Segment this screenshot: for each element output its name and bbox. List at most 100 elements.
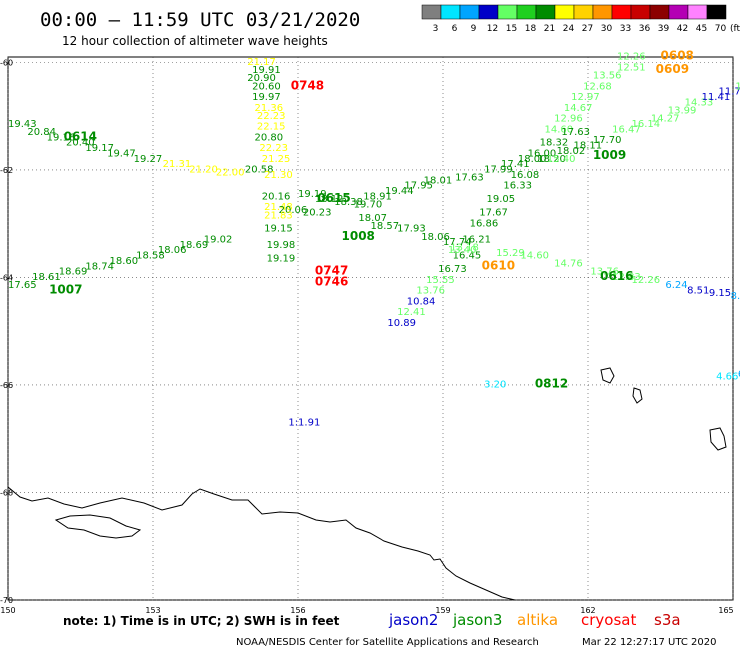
colorbar-value: 24 (563, 24, 575, 34)
wave-height-value: 13.40 (448, 245, 477, 256)
colorbar-value: 6 (452, 24, 458, 34)
wave-height-value: 18.32 (540, 138, 569, 149)
longitude-label: 150 (0, 606, 15, 615)
colorbar-swatch (630, 4, 651, 20)
colorbar-swatch (706, 4, 727, 20)
wave-height-value: 12.96 (554, 114, 583, 125)
wave-height-value: 9.15 (709, 288, 731, 299)
colorbar-value: 36 (639, 24, 651, 34)
colorbar-value: 18 (525, 24, 537, 34)
wave-height-value: 22.00 (216, 167, 245, 178)
wave-height-value: 18.12 (315, 194, 344, 205)
wave-height-value: 21.30 (264, 170, 293, 181)
wave-height-value: 6.24 (665, 280, 687, 291)
wave-height-value: 22.23 (257, 111, 286, 122)
wave-height-value: 22.15 (257, 122, 286, 133)
pass-time-label: 0747 (315, 264, 348, 278)
wave-height-value: 17.70 (593, 135, 622, 146)
colorbar-swatch (611, 4, 632, 20)
wave-height-value: 19.17 (85, 143, 114, 154)
wave-height-value: 12.83 (612, 272, 641, 283)
pass-time-label: 1007 (49, 283, 82, 297)
satellite-legend-jason2: jason2 (388, 611, 438, 629)
wave-height-value: 18.06 (421, 232, 450, 243)
colorbar-swatch (459, 4, 480, 20)
wave-height-value: 17.93 (397, 224, 426, 235)
wave-height-value: 17.63 (455, 173, 484, 184)
wave-height-value: 18.00 (518, 154, 547, 165)
wave-height-value: 15.29 (496, 248, 525, 259)
wave-height-value: 17.95 (404, 181, 433, 192)
wave-height-value: 15.40 (547, 154, 576, 165)
footnote: note: 1) Time is in UTC; 2) SWH is in fe… (63, 614, 340, 628)
wave-height-value: 14.76 (554, 259, 583, 270)
wave-height-value: 18.69 (180, 240, 209, 251)
wave-height-value: 18.57 (371, 221, 400, 232)
colorbar-swatch (687, 4, 708, 20)
colorbar-swatch (440, 4, 461, 20)
wave-height-value: 18.91 (363, 191, 392, 202)
satellite-legend: jason2 jason3 altika cryosat s3a (388, 611, 681, 629)
wave-height-value: 20.60 (252, 81, 281, 92)
wave-height-value: 18.20 (537, 154, 566, 165)
page-title: 00:00 – 11:59 UTC 03/21/2020 (40, 9, 360, 31)
colorbar-value: 12 (487, 24, 498, 34)
colorbar-value: 70 (715, 24, 727, 34)
latitude-labels: -60 -62 -64 -66 -68 -70 (0, 58, 13, 605)
colorbar-value: 3 (433, 24, 439, 34)
latitude-label: -60 (0, 58, 13, 67)
wave-height-value: 6.25 (738, 369, 740, 380)
colorbar-value: 27 (582, 24, 593, 34)
antarctic-coastline (7, 486, 516, 601)
wave-height-value: 8.51 (687, 286, 709, 297)
pass-time-label: 0615 (317, 191, 350, 205)
wave-height-value: 21.25 (262, 154, 291, 165)
satellite-legend-altika: altika (517, 611, 558, 629)
wave-height-value: 21.48 (264, 202, 293, 213)
wave-height-value: 12.26 (617, 52, 646, 63)
latitude-label: -70 (0, 596, 13, 605)
wave-height-value: 14.33 (685, 97, 714, 108)
wave-height-value: 19.16 (47, 132, 76, 143)
wave-height-value: 13.76 (590, 267, 619, 278)
wave-height-value: 18.07 (358, 213, 387, 224)
wave-height-observations: 21.1719.9120.9020.6019.9721.3622.2322.15… (8, 52, 740, 429)
wave-height-value: 19.19 (298, 189, 327, 200)
colorbar-swatch (497, 4, 518, 20)
wave-height-value: 20.84 (27, 127, 56, 138)
wave-height-value: 19.05 (487, 194, 516, 205)
colorbar-value: 39 (658, 24, 670, 34)
wave-height-value: 14.67 (564, 103, 593, 114)
wave-height-value: 16.21 (462, 234, 491, 245)
pass-time-label: 0608 (661, 49, 694, 63)
satellite-legend-s3a: s3a (654, 611, 681, 629)
page-subtitle: 12 hour collection of altimeter wave hei… (62, 34, 328, 48)
pass-time-label: 0748 (291, 78, 324, 92)
wave-height-value: 16.00 (528, 148, 557, 159)
colorbar-value: 9 (471, 24, 477, 34)
latitude-label: -62 (0, 166, 13, 175)
pass-time-label: 1008 (342, 229, 375, 243)
colorbar-swatch (668, 4, 689, 20)
wave-height-value: 19.47 (107, 148, 136, 159)
wave-height-value: 19.15 (264, 224, 293, 235)
satellite-legend-jason3: jason3 (452, 611, 502, 629)
wave-height-value: 18.02 (557, 146, 586, 157)
wave-height-value: 12.41 (397, 307, 426, 318)
island-2 (632, 387, 643, 404)
wave-height-value: 18.01 (424, 175, 453, 186)
wave-height-value: 21.83 (264, 210, 293, 221)
wave-height-value: 17.65 (8, 280, 37, 291)
map-frame (7, 56, 734, 601)
wave-height-value: 20.16 (262, 191, 291, 202)
latitude-label: -64 (0, 273, 13, 282)
wave-height-value: 19.19 (267, 253, 296, 264)
wave-height-value: 18.61 (32, 272, 61, 283)
wave-height-value: 14.27 (651, 114, 680, 125)
wave-height-value: 13.18 (450, 243, 479, 254)
wave-height-value: 12.97 (571, 92, 600, 103)
wave-height-value: 18.11 (574, 140, 603, 151)
wave-height-value: 16.73 (438, 264, 467, 275)
wave-height-value: 12.26 (632, 275, 661, 286)
